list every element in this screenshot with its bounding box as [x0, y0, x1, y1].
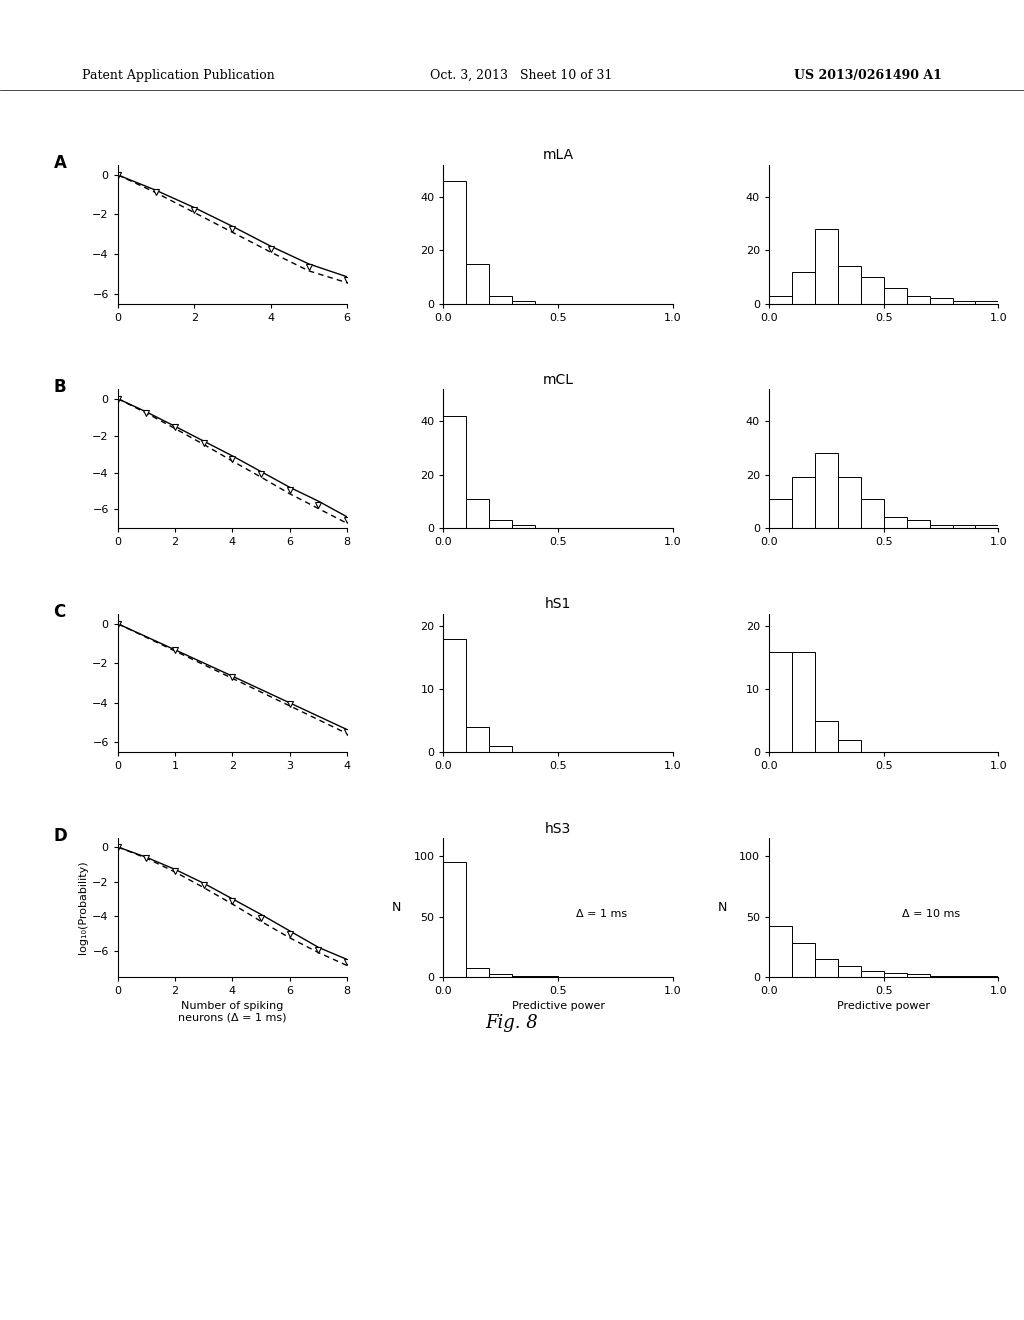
Bar	[769, 296, 792, 304]
Bar	[792, 942, 815, 977]
Bar	[769, 499, 792, 528]
Bar	[443, 181, 466, 304]
Bar	[906, 974, 930, 977]
X-axis label: Number of spiking
neurons (Δ = 1 ms): Number of spiking neurons (Δ = 1 ms)	[178, 1002, 287, 1023]
Text: Patent Application Publication: Patent Application Publication	[82, 69, 274, 82]
Bar	[815, 453, 838, 528]
Bar	[466, 727, 489, 752]
Bar	[466, 969, 489, 977]
Bar	[884, 288, 906, 304]
Title: hS1: hS1	[545, 597, 571, 611]
Bar	[466, 499, 489, 528]
Text: Fig. 8: Fig. 8	[485, 1014, 539, 1032]
Bar	[930, 525, 952, 528]
X-axis label: Predictive power: Predictive power	[838, 1002, 930, 1011]
Text: A: A	[53, 154, 67, 172]
Bar	[976, 301, 998, 304]
Bar	[489, 974, 512, 977]
Bar	[952, 301, 976, 304]
Text: B: B	[53, 379, 67, 396]
Bar	[952, 525, 976, 528]
Y-axis label: log₁₀(Probability): log₁₀(Probability)	[78, 861, 88, 954]
Bar	[792, 652, 815, 752]
Bar	[769, 652, 792, 752]
Bar	[884, 517, 906, 528]
Bar	[838, 267, 861, 304]
Title: mCL: mCL	[543, 372, 573, 387]
Text: Oct. 3, 2013   Sheet 10 of 31: Oct. 3, 2013 Sheet 10 of 31	[430, 69, 612, 82]
Text: US 2013/0261490 A1: US 2013/0261490 A1	[795, 69, 942, 82]
Bar	[443, 416, 466, 528]
Bar	[466, 264, 489, 304]
Bar	[792, 478, 815, 528]
Text: D: D	[53, 828, 68, 845]
Bar	[838, 966, 861, 977]
Bar	[815, 228, 838, 304]
Bar	[930, 298, 952, 304]
Bar	[838, 478, 861, 528]
Bar	[512, 301, 536, 304]
Bar	[976, 525, 998, 528]
Bar	[443, 862, 466, 977]
Bar	[861, 277, 884, 304]
Bar	[815, 721, 838, 752]
Bar	[792, 272, 815, 304]
Bar	[861, 499, 884, 528]
X-axis label: Predictive power: Predictive power	[512, 1002, 604, 1011]
Bar	[489, 296, 512, 304]
Bar	[443, 639, 466, 752]
Bar	[861, 970, 884, 977]
Y-axis label: N: N	[392, 902, 401, 913]
Bar	[815, 958, 838, 977]
Title: hS3: hS3	[545, 822, 571, 836]
Title: mLA: mLA	[543, 148, 573, 162]
Bar	[906, 520, 930, 528]
Text: Δ = 10 ms: Δ = 10 ms	[902, 909, 961, 920]
Bar	[769, 927, 792, 977]
Text: C: C	[53, 603, 66, 620]
Bar	[838, 739, 861, 752]
Y-axis label: N: N	[718, 902, 727, 913]
Bar	[512, 525, 536, 528]
Bar	[906, 296, 930, 304]
Bar	[489, 520, 512, 528]
Bar	[884, 973, 906, 977]
Text: Δ = 1 ms: Δ = 1 ms	[577, 909, 628, 920]
Bar	[489, 746, 512, 752]
